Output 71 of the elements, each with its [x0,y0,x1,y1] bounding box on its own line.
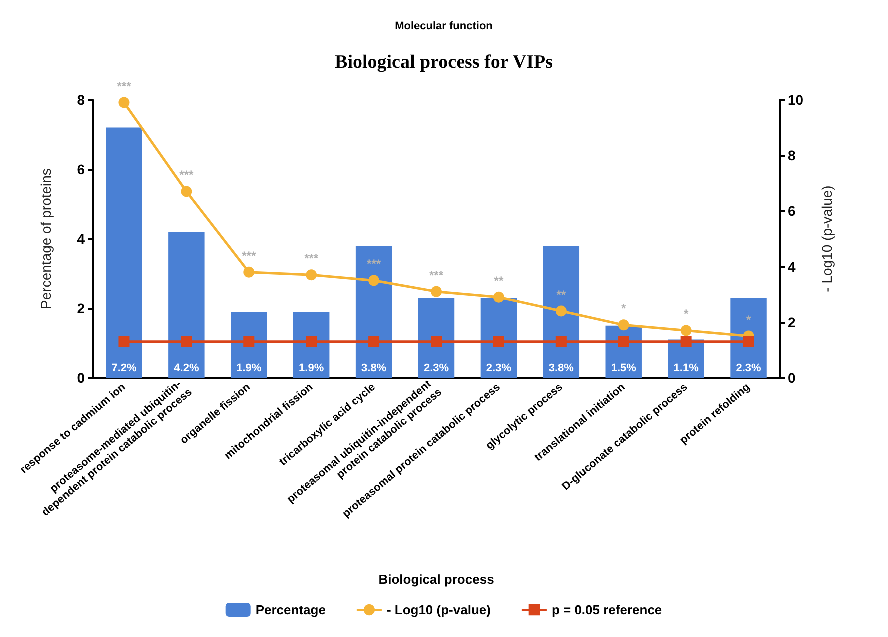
point [493,292,504,303]
bar [231,312,268,378]
bar [543,246,580,378]
point [306,270,318,281]
data-label: *** [117,79,132,94]
point [556,336,567,348]
data-label: ** [556,288,566,302]
y2-tick-label: 8 [788,148,796,164]
point [680,325,692,336]
data-label: 1.5% [611,362,637,374]
bar [730,298,767,378]
data-label: 2.3% [486,362,512,374]
bar [106,128,142,378]
y-tick-label: 6 [77,162,86,178]
data-label: *** [180,168,194,182]
point [556,306,567,317]
data-label: 1.1% [674,362,700,374]
data-label: ** [494,274,504,288]
y2-tick-label: 6 [788,203,796,220]
point [306,336,318,348]
data-label: *** [304,252,319,266]
chart-title: Biological process for VIPs [335,52,553,73]
y-tick-label: 0 [77,370,86,386]
data-label: *** [242,248,256,263]
point [244,336,255,348]
bar [480,298,518,378]
data-label: 4.2% [174,362,200,374]
data-label: 3.8% [362,362,387,374]
data-label: 2.3% [736,362,762,374]
legend-label: Percentage [256,602,326,618]
y2-tick-label: 4 [788,258,796,275]
point [618,320,630,331]
bar [168,232,205,378]
point [181,336,192,348]
data-label: 7.2% [112,362,137,374]
data-label: * [684,307,689,322]
point [368,336,380,348]
point [118,336,130,348]
y2-tick-label: 2 [788,314,796,330]
data-label: 1.9% [236,362,262,374]
legend-label: - Log10 (p-value) [386,602,491,618]
bar [293,312,330,378]
point [680,336,692,348]
point [618,336,630,348]
point [118,97,130,108]
y-tick-label: 8 [77,92,86,108]
data-label: *** [429,268,444,282]
data-label: 3.8% [548,362,574,374]
data-label: * [746,312,752,327]
data-label: 1.9% [299,362,324,374]
point [244,266,255,278]
point [431,286,442,298]
y-axis-title: Percentage of proteins [38,168,54,310]
data-label: 2.3% [424,362,450,374]
y-tick-label: 2 [77,300,86,316]
data-label: *** [367,257,382,272]
bar [356,246,392,378]
point [181,186,192,198]
text: Molecular function [395,20,494,32]
data-label: * [622,302,627,316]
point [493,336,504,348]
y2-tick-label: 10 [788,92,804,108]
y2-tick-label: 0 [788,370,796,386]
y-tick-label: 4 [77,231,86,247]
point [368,275,380,286]
point [743,336,754,348]
bar [418,298,455,378]
legend-label: p = 0.05 reference [552,602,662,618]
y2-axis-title: - Log10 (p-value) [819,186,835,292]
point [431,336,442,348]
x-axis-title: Biological process [378,572,494,587]
